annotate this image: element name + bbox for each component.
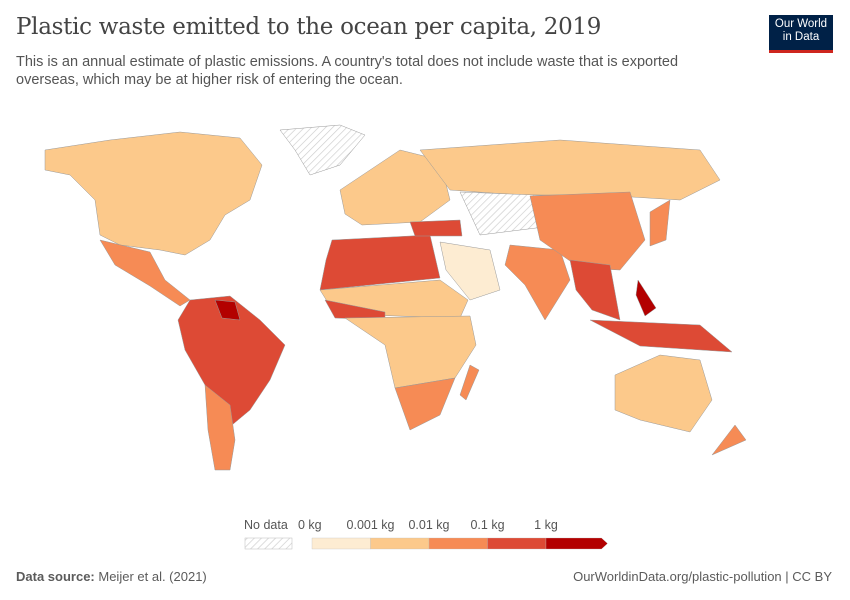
country-region-canada-usa[interactable] — [44, 131, 263, 256]
country-region-greenland[interactable] — [279, 124, 366, 176]
subtitle: This is an annual estimate of plastic em… — [16, 54, 679, 88]
legend: No data 0 kg 0.001 kg 0.01 kg 0.1 kg 1 kg — [244, 518, 608, 550]
legend-no-data-label: No data — [244, 518, 288, 532]
country-region-philippines[interactable] — [635, 279, 657, 317]
country-region-argentina-chile[interactable] — [204, 384, 236, 471]
country-region-india[interactable] — [504, 244, 571, 321]
country-region-new-zealand[interactable] — [711, 424, 747, 456]
page-title: Plastic waste emitted to the ocean per c… — [16, 14, 602, 40]
country-region-brazil-north-south-america[interactable] — [177, 295, 286, 426]
country-region-arabian-peninsula[interactable] — [439, 241, 501, 301]
country-region-southern-africa[interactable] — [394, 377, 456, 431]
legend-bin-label: 0.001 kg — [347, 518, 395, 532]
owid-logo[interactable]: Our World in Data — [769, 15, 833, 53]
country-region-sub-saharan-africa[interactable] — [344, 315, 477, 389]
data-source: Data source: Meijer et al. (2021) — [16, 569, 207, 584]
country-region-madagascar[interactable] — [459, 364, 480, 401]
country-region-turkey[interactable] — [409, 219, 463, 237]
legend-swatch — [428, 537, 488, 550]
legend-swatch — [370, 537, 430, 550]
country-region-china[interactable] — [529, 191, 646, 271]
country-region-russia[interactable] — [419, 139, 721, 201]
legend-bin-label: 0.01 kg — [408, 518, 449, 532]
country-region-indonesia[interactable] — [589, 319, 733, 353]
legend-bin-label: 0 kg — [298, 518, 322, 532]
country-region-europe[interactable] — [339, 149, 451, 226]
country-region-suriname-guyana[interactable] — [214, 299, 241, 321]
legend-swatch — [487, 537, 547, 550]
footer-link[interactable]: OurWorldinData.org/plastic-pollution | C… — [573, 569, 832, 584]
country-region-japan[interactable] — [649, 199, 671, 247]
legend-swatch — [311, 537, 371, 550]
country-region-mexico-central-america[interactable] — [99, 239, 191, 307]
legend-no-data-swatch — [244, 537, 293, 550]
legend-bin-label: 0.1 kg — [470, 518, 504, 532]
country-region-australia[interactable] — [614, 354, 713, 433]
country-region-southeast-asia[interactable] — [569, 259, 621, 321]
legend-swatch — [545, 537, 608, 550]
legend-bin-label: 1 kg — [534, 518, 558, 532]
